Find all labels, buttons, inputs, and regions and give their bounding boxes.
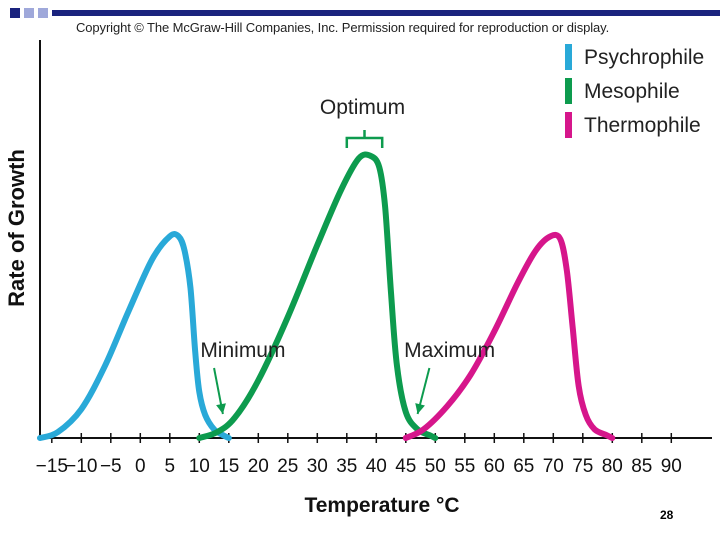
x-tick-label: 55	[454, 456, 475, 477]
legend-swatch-psychrophile	[565, 44, 572, 70]
x-axis-label: Temperature °C	[304, 494, 459, 517]
x-tick-label: −10	[65, 456, 97, 477]
annotation-maximum: Maximum	[404, 339, 495, 362]
curve-mesophile	[196, 151, 439, 441]
x-tick-label: 70	[543, 456, 564, 477]
legend-label-mesophile: Mesophile	[584, 80, 680, 103]
copyright-notice: Copyright © The McGraw-Hill Companies, I…	[76, 20, 610, 35]
x-tick-label: 65	[513, 456, 534, 477]
curve-thermophile	[402, 231, 616, 441]
annotations: Optimum Minimum Maximum	[200, 96, 495, 415]
legend-label-psychrophile: Psychrophile	[584, 46, 704, 69]
x-tick-label: 35	[336, 456, 357, 477]
x-tick-label: 0	[135, 456, 146, 477]
legend-swatch-thermophile	[565, 112, 572, 138]
x-tick-label: 15	[218, 456, 239, 477]
x-tick-label: 10	[189, 456, 210, 477]
y-axis-label: Rate of Growth	[4, 149, 29, 307]
x-tick-label: 40	[366, 456, 387, 477]
annotation-optimum: Optimum	[320, 96, 405, 119]
legend-label-thermophile: Thermophile	[584, 114, 701, 137]
title-bar-line	[52, 10, 720, 16]
optimum-bracket	[345, 130, 384, 148]
curves	[37, 151, 616, 441]
x-tick-label: 80	[602, 456, 623, 477]
x-ticks: −15−10 −5 0 5 10 15 20 25 30 35 40 45 50 55 60 65 70 75 80…	[36, 433, 682, 477]
x-tick-label: −5	[100, 456, 122, 477]
title-bar-square-1	[10, 8, 20, 18]
x-tick-label: 25	[277, 456, 298, 477]
title-bar-square-2	[24, 8, 34, 18]
x-tick-label: 50	[425, 456, 446, 477]
x-tick-label: 5	[165, 456, 176, 477]
x-tick-label: 90	[661, 456, 682, 477]
x-tick-label: 75	[572, 456, 593, 477]
maximum-arrow-head	[415, 403, 425, 414]
minimum-arrow-head	[216, 403, 226, 414]
curve-psychrophile	[37, 231, 232, 441]
x-tick-label: 60	[484, 456, 505, 477]
title-bar-square-3	[38, 8, 48, 18]
x-tick-label: 85	[631, 456, 652, 477]
x-tick-label: −15	[36, 456, 68, 477]
legend-swatch-mesophile	[565, 78, 572, 104]
x-tick-label: 30	[307, 456, 328, 477]
page-number: 28	[660, 508, 674, 522]
legend: Psychrophile Mesophile Thermophile	[565, 44, 704, 138]
x-tick-label: 45	[395, 456, 416, 477]
title-bar-decoration	[0, 0, 720, 20]
x-tick-label: 20	[248, 456, 269, 477]
annotation-minimum: Minimum	[200, 339, 285, 362]
